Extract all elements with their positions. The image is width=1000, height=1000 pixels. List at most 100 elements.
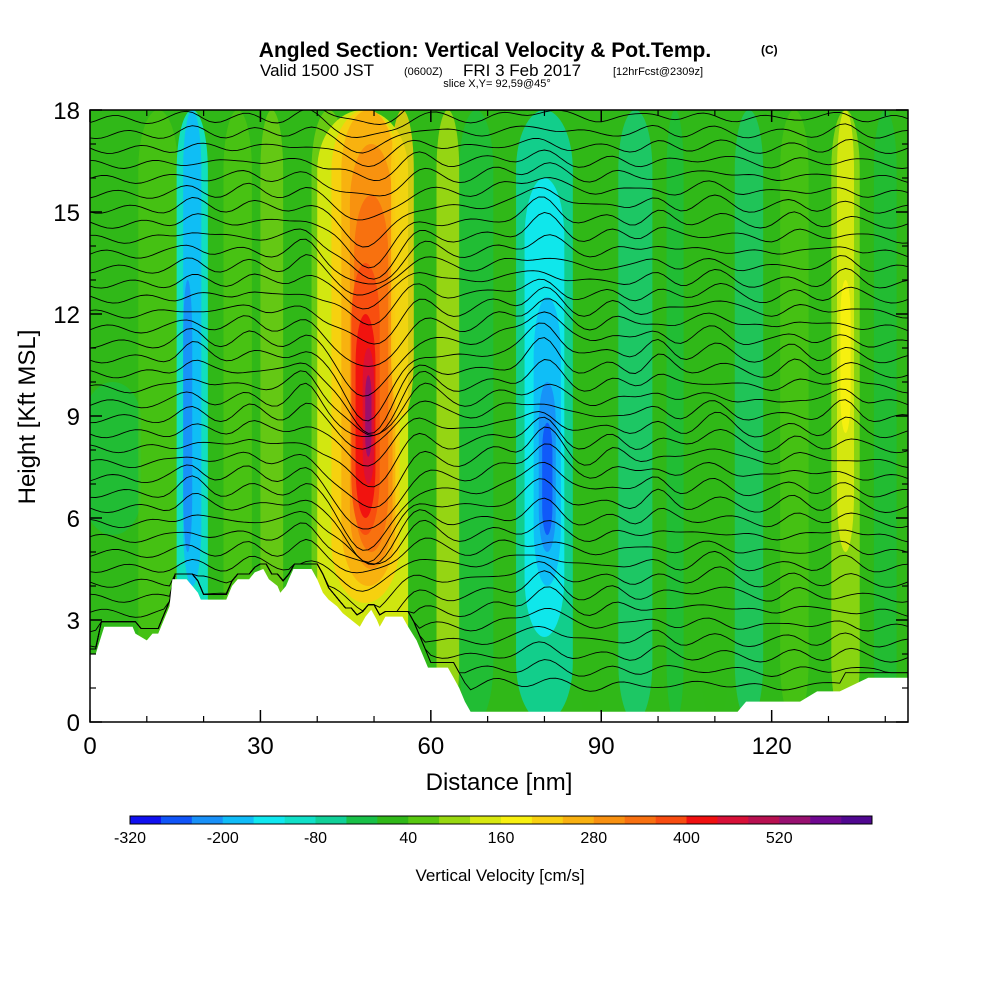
x-axis-title: Distance [nm] (426, 769, 573, 796)
theta-contour (90, 254, 908, 296)
colorbar-swatch (717, 816, 749, 824)
valid-utc: (0600Z) (404, 66, 443, 78)
chart-title: Angled Section: Vertical Velocity & Pot.… (259, 39, 711, 62)
theta-contour (90, 563, 908, 616)
x-tick-label: 0 (83, 733, 96, 760)
theta-contour (90, 298, 908, 367)
colorbar-swatch (624, 816, 656, 824)
y-tick-label: 9 (67, 404, 80, 431)
colorbar-swatch (408, 816, 440, 824)
x-tick-label: 120 (752, 733, 792, 760)
colorbar-tick-label: -320 (114, 830, 146, 847)
colorbar-swatch (130, 816, 162, 824)
theta-contour (90, 311, 908, 397)
colorbar-tick-label: 280 (580, 830, 607, 847)
y-axis-title: Height [Kft MSL] (14, 330, 41, 505)
theta-contour (90, 426, 908, 509)
theta-contour (90, 519, 908, 565)
velocity-cell (183, 280, 193, 552)
title-tag: (C) (761, 43, 778, 57)
theta-contour (90, 563, 908, 618)
theta-contour (90, 286, 908, 345)
theta-contour (90, 399, 908, 450)
colorbar-swatch (531, 816, 564, 824)
slice-label: slice X,Y= 92,59@45° (443, 78, 551, 90)
y-tick-label: 15 (53, 200, 80, 227)
x-tick-label: 30 (247, 733, 274, 760)
y-tick-label: 3 (67, 608, 80, 635)
y-tick-label: 6 (67, 506, 80, 533)
theta-contour (90, 443, 908, 530)
velocity-cell (138, 110, 179, 722)
colorbar-swatch (346, 816, 378, 824)
theta-contour (90, 411, 908, 467)
velocity-cell (873, 110, 897, 722)
forecast-label: [12hrFcst@2309z] (613, 66, 703, 78)
colorbar-tick-label: 160 (488, 830, 515, 847)
valid-time: Valid 1500 JST (260, 61, 374, 80)
colorbar-swatch (284, 816, 316, 824)
colorbar-swatch (593, 816, 625, 824)
colorbar-swatch (841, 816, 873, 824)
theta-contour (90, 416, 908, 488)
velocity-cell (840, 280, 851, 433)
theta-contour (90, 337, 908, 434)
theta-contour (90, 123, 908, 154)
velocity-cell (436, 110, 460, 722)
y-tick-label: 18 (53, 98, 80, 125)
plot-area (90, 110, 908, 722)
velocity-cell (734, 110, 764, 722)
theta-contour (90, 267, 908, 310)
x-tick-label: 90 (588, 733, 615, 760)
tick-labels: 0 30 60 90 120 0 3 6 9 12 15 18 (53, 98, 791, 760)
theta-contour (90, 196, 908, 269)
theta-contour (90, 149, 908, 181)
colorbar-swatch (810, 816, 842, 824)
y-tick-label: 12 (53, 302, 80, 329)
colorbar-tick-label: 520 (766, 830, 793, 847)
colorbar-swatch (655, 816, 687, 824)
colorbar: -320 -200 -80 40 160 280 400 520 (114, 815, 873, 847)
theta-contour (90, 478, 908, 563)
axis-ticks (89, 109, 908, 723)
theta-contour (90, 382, 908, 438)
colorbar-swatch (253, 816, 285, 824)
colorbar-swatch (501, 816, 533, 824)
theta-contour (90, 162, 908, 197)
theta-contour (90, 234, 908, 285)
colorbar-frame (129, 815, 873, 825)
theta-contour (90, 561, 908, 612)
valid-date: FRI 3 Feb 2017 (463, 61, 581, 80)
colorbar-tick-label: -80 (304, 830, 327, 847)
colorbar-swatch (315, 816, 347, 824)
y-tick-label: 0 (67, 710, 80, 737)
theta-contour (90, 537, 908, 574)
potential-temperature-contours (90, 110, 908, 692)
velocity-cell (542, 422, 553, 535)
colorbar-tick-label: 400 (673, 830, 700, 847)
colorbar-tick-label: -200 (207, 830, 239, 847)
colorbar-swatch (470, 816, 502, 824)
theta-contour (90, 461, 908, 551)
velocity-cell (578, 110, 602, 722)
colorbar-tick-label: 40 (399, 830, 417, 847)
terrain (90, 569, 908, 722)
velocity-cell (618, 110, 653, 722)
colorbar-swatch (160, 816, 193, 824)
colorbar-swatch (191, 816, 224, 824)
theta-contour (90, 497, 908, 565)
velocity-cell (700, 110, 730, 722)
theta-contour (90, 138, 908, 168)
colorbar-swatch (562, 816, 595, 824)
colorbar-swatch (686, 816, 718, 824)
colorbar-title: Vertical Velocity [cm/s] (415, 866, 584, 885)
velocity-cell (260, 110, 284, 722)
velocity-cell (666, 110, 684, 722)
velocity-cell (459, 110, 494, 722)
theta-contour (90, 186, 908, 248)
colorbar-swatch (748, 816, 780, 824)
theta-contour (90, 212, 908, 280)
theta-contour (90, 322, 908, 422)
colorbar-swatch (779, 816, 811, 824)
